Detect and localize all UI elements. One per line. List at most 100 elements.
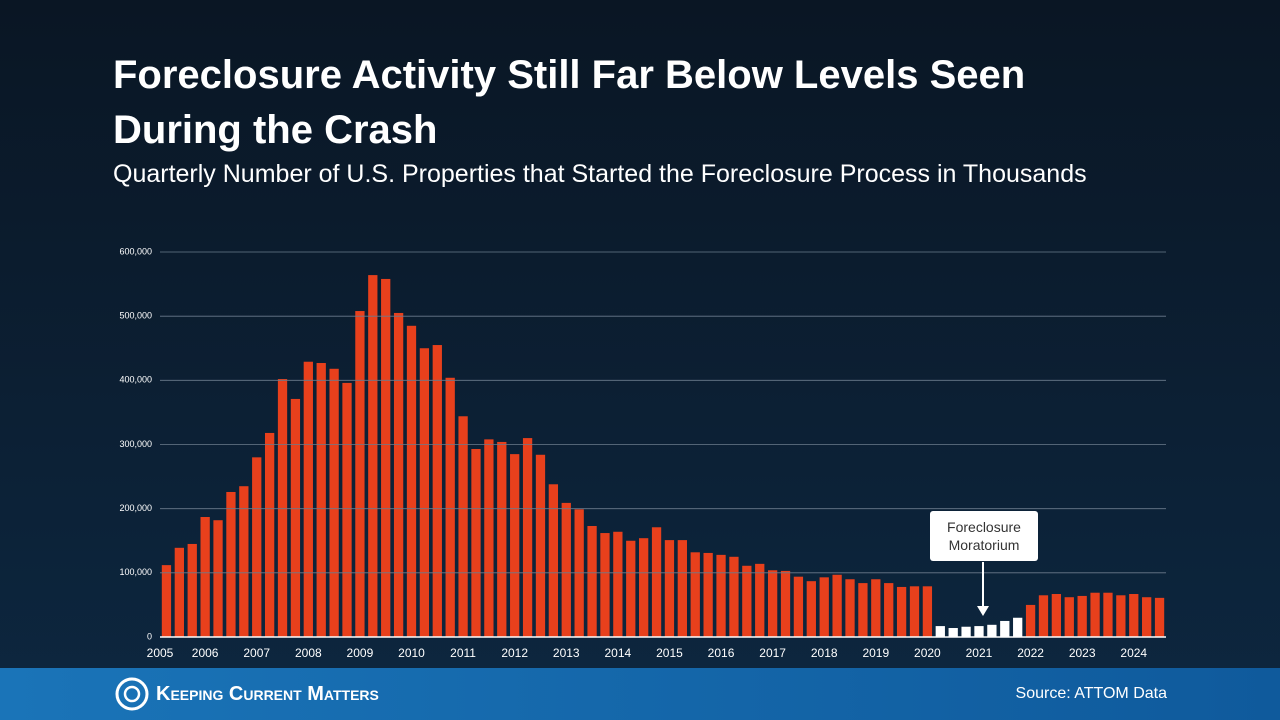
x-tick-label: 2012 xyxy=(501,646,528,660)
source: Source: ATTOM Data xyxy=(1015,685,1167,702)
bar xyxy=(381,278,391,637)
bar xyxy=(522,438,533,637)
x-tick-label: 2023 xyxy=(1069,646,1096,660)
chart-title: Foreclosure Activity Still Far Below Lev… xyxy=(113,53,1026,152)
bar xyxy=(329,368,339,637)
bar xyxy=(1090,592,1100,637)
bar xyxy=(1064,597,1074,637)
bar xyxy=(974,626,984,637)
x-tick-label: 2020 xyxy=(914,646,941,660)
bar xyxy=(806,581,816,637)
chart-subtitle: Quarterly Number of U.S. Properties that… xyxy=(113,160,1087,188)
bar xyxy=(639,538,649,637)
bar xyxy=(484,439,494,637)
x-tick-label: 2009 xyxy=(347,646,374,660)
bar xyxy=(342,382,352,637)
bar xyxy=(213,520,223,637)
bar xyxy=(1103,592,1113,637)
x-tick-label: 2018 xyxy=(811,646,838,660)
bar xyxy=(755,563,765,637)
bar xyxy=(961,626,971,637)
bar xyxy=(1000,620,1010,637)
bar xyxy=(742,565,752,637)
bar xyxy=(393,312,404,637)
x-tick-label: 2006 xyxy=(192,646,219,660)
bar xyxy=(1154,597,1165,637)
x-tick-label: 2015 xyxy=(656,646,683,660)
bar xyxy=(290,398,301,637)
bar xyxy=(613,531,623,637)
x-tick-label: 2017 xyxy=(759,646,786,660)
bar xyxy=(561,502,571,637)
x-tick-label: 2013 xyxy=(553,646,580,660)
x-tick-label: 2011 xyxy=(450,646,476,660)
bar xyxy=(793,576,804,637)
bar xyxy=(871,579,881,637)
chart: 2024 2023 2022 2021 2020 2019 2018 2017 2016 2015… xyxy=(119,246,1166,660)
bar xyxy=(948,628,958,637)
bar xyxy=(535,454,546,637)
bar xyxy=(703,552,713,637)
bar xyxy=(819,577,829,637)
x-tick-label: 2022 xyxy=(1017,646,1044,660)
bar xyxy=(548,484,559,637)
bar xyxy=(510,454,520,637)
bar xyxy=(445,377,455,637)
y-tick-label: 600,000 xyxy=(119,246,152,256)
x-tick-label: 2014 xyxy=(605,646,632,660)
bar xyxy=(458,416,468,637)
bar xyxy=(780,570,791,637)
y-tick-label: 200,000 xyxy=(119,503,152,513)
bar xyxy=(252,457,262,637)
bar xyxy=(935,626,945,637)
bar xyxy=(987,624,997,637)
bar xyxy=(600,533,610,637)
bar xyxy=(896,586,907,637)
bar xyxy=(1129,594,1139,637)
bar xyxy=(858,583,868,637)
y-tick-label: 500,000 xyxy=(119,311,152,321)
bar xyxy=(406,325,417,637)
bar xyxy=(587,525,597,637)
bar xyxy=(1077,595,1087,637)
bar xyxy=(909,586,920,637)
y-tick-label: 300,000 xyxy=(119,439,152,449)
bar xyxy=(471,448,481,637)
bar xyxy=(174,547,184,637)
y-tick-label: 100,000 xyxy=(119,567,152,577)
x-tick-label: 2021 xyxy=(966,646,993,660)
bar xyxy=(264,432,275,637)
bar xyxy=(767,570,778,637)
bar xyxy=(226,491,236,637)
bar xyxy=(355,311,365,637)
x-tick-label: 2007 xyxy=(243,646,270,660)
bar xyxy=(277,379,288,637)
y-tick-label: 400,000 xyxy=(119,375,152,385)
y-tick-label: 0 xyxy=(147,631,152,641)
x-tick-label: 2005 xyxy=(147,646,174,660)
annotation: Foreclosure Moratorium xyxy=(930,511,1038,561)
bar xyxy=(716,554,726,637)
bar xyxy=(1051,594,1062,637)
x-tick-label: 2008 xyxy=(295,646,322,660)
bar xyxy=(497,441,507,637)
bar xyxy=(1142,597,1152,637)
bar xyxy=(239,486,249,637)
bar xyxy=(845,579,855,637)
bar xyxy=(884,583,894,637)
bar xyxy=(432,345,442,637)
bar xyxy=(677,540,687,637)
bar xyxy=(161,565,172,637)
bar xyxy=(1013,617,1023,637)
bar xyxy=(316,363,326,637)
bar xyxy=(651,527,662,637)
x-tick-label: 2010 xyxy=(398,646,425,660)
bar xyxy=(1038,595,1049,637)
x-tick-label: 2019 xyxy=(862,646,889,660)
bar xyxy=(303,361,313,637)
bar xyxy=(664,540,675,637)
x-tick-label: 2016 xyxy=(708,646,735,660)
bar xyxy=(626,540,636,637)
bar xyxy=(200,517,210,637)
